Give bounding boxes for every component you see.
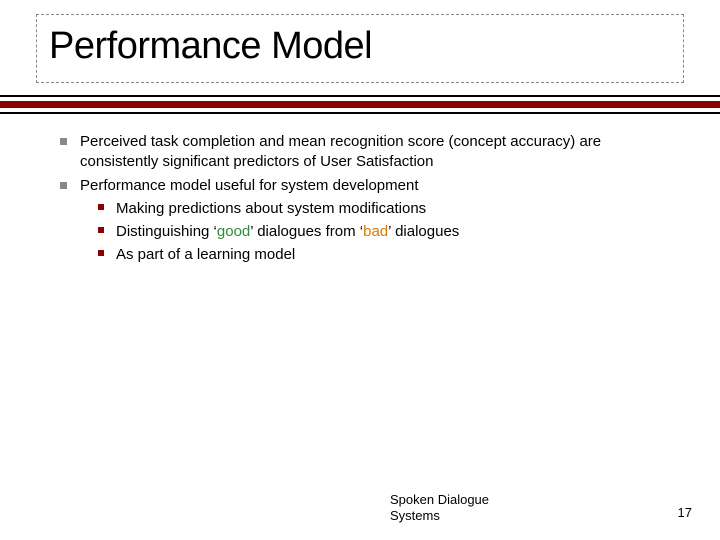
bad-label: bad xyxy=(363,223,388,240)
text-span: As part of a learning model xyxy=(116,246,295,263)
text-span: predictions xyxy=(169,200,242,217)
text-span: Distinguishing ‘ xyxy=(116,223,217,240)
list-item: Perceived task completion and mean recog… xyxy=(56,132,680,173)
rule-bottom xyxy=(0,112,720,114)
list-item: Making predictions about system modifica… xyxy=(80,198,680,219)
rule-top xyxy=(0,95,720,97)
footer-label: Spoken Dialogue Systems xyxy=(390,492,489,525)
text-span: Performance model useful for system deve… xyxy=(80,177,419,194)
title-container: Performance Model xyxy=(36,14,684,83)
text-span: about system modifications xyxy=(241,200,426,217)
text-span: mean recognition score (concept accuracy… xyxy=(288,133,575,150)
good-label: good xyxy=(217,223,250,240)
list-item: As part of a learning model xyxy=(80,244,680,265)
text-span: and xyxy=(255,133,288,150)
sub-bullet-list: Making predictions about system modifica… xyxy=(80,198,680,265)
list-item: Performance model useful for system deve… xyxy=(56,176,680,265)
text-span: Perceived task completion xyxy=(80,133,255,150)
slide-title: Performance Model xyxy=(49,25,671,68)
text-span: ’ dialogues xyxy=(388,223,459,240)
text-span: ’ dialogues from ‘ xyxy=(250,223,363,240)
footer-line1: Spoken Dialogue xyxy=(390,492,489,507)
content-area: Perceived task completion and mean recog… xyxy=(56,132,680,268)
page-number: 17 xyxy=(678,505,692,520)
footer-line2: Systems xyxy=(390,508,440,523)
rule-accent xyxy=(0,101,720,108)
bullet-list: Perceived task completion and mean recog… xyxy=(56,132,680,265)
text-span: Making xyxy=(116,200,169,217)
list-item: Distinguishing ‘good’ dialogues from ‘ba… xyxy=(80,221,680,242)
